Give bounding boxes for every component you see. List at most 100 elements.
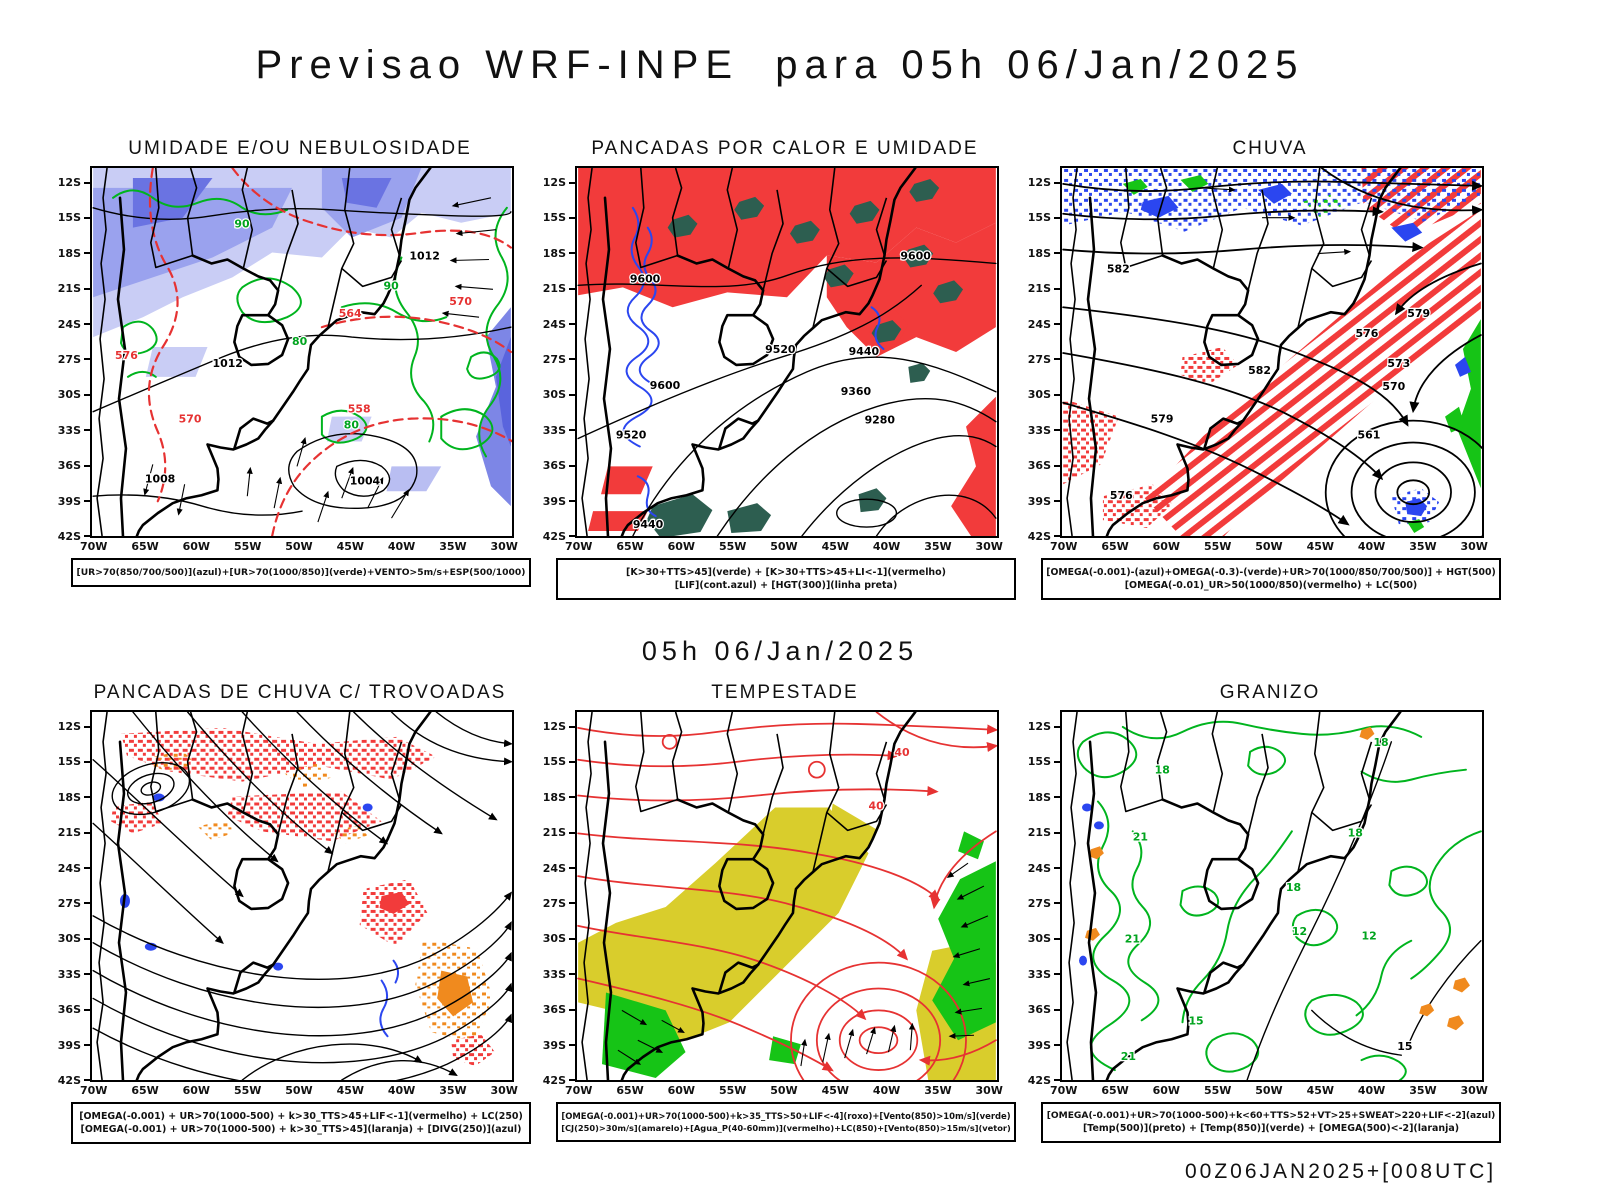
lat-tick-label: 15S (1026, 211, 1062, 224)
page-title: Previsao WRF-INPE para 05h 06/Jan/2025 (255, 42, 1305, 87)
lon-tick-label: 50W (770, 540, 798, 553)
lon-tick-label: 35W (439, 1084, 467, 1097)
lat-axis: 12S 15S 18S 21S 24S 27S 30S 33S 36S 39S 42S (1026, 176, 1062, 543)
panel-title: PANCADAS POR CALOR E UMIDADE (591, 138, 979, 159)
lon-tick-label: 65W (1101, 540, 1129, 553)
contour-label: 80 (344, 419, 360, 432)
contour-label: 18 (1286, 881, 1301, 894)
contour-label: 9280 (865, 414, 896, 427)
panel-tempestade: TEMPESTADE (530, 682, 1016, 1142)
lon-tick-label: 40W (387, 540, 416, 553)
caption-box: [OMEGA(-0.001)+UR>70(1000-500)+k>35_TTS>… (556, 1102, 1016, 1142)
lon-tick-label: 70W (80, 1084, 108, 1097)
lon-tick-label: 55W (233, 1084, 262, 1097)
lon-tick-label: 45W (821, 540, 850, 553)
lon-tick-label: 60W (1152, 540, 1181, 553)
lon-tick-label: 40W (872, 540, 901, 553)
lat-tick-label: 33S (56, 968, 92, 981)
lat-tick-label: 33S (56, 424, 92, 437)
lon-tick-label: 50W (1255, 1084, 1283, 1097)
contour-label: 40 (869, 799, 885, 812)
lat-tick-label: 36S (56, 1003, 92, 1016)
contour-label: 9520 (765, 343, 796, 356)
contour-label: 9360 (841, 385, 872, 398)
lat-tick-label: 21S (56, 826, 92, 839)
convective-red-areas (578, 168, 996, 536)
lat-tick-label: 24S (56, 318, 92, 331)
lat-tick-label: 39S (1026, 495, 1062, 508)
lon-tick-label: 60W (1152, 1084, 1181, 1097)
lat-tick-label: 36S (541, 459, 577, 472)
lat-tick-label: 39S (541, 1039, 577, 1052)
map-art-umidade: 1012 1012 1008 1004 90 80 90 80 576 570 … (92, 168, 512, 536)
lat-tick-label: 12S (541, 720, 577, 733)
contour-label: 18 (1155, 764, 1170, 777)
caption-line: [Temp(500)](preto) + [Temp(850)](verde) … (1082, 1123, 1460, 1134)
lon-tick-label: 70W (1050, 1084, 1078, 1097)
caption-line: [OMEGA(-0.001)-(azul)+OMEGA(-0.3)-(verde… (1046, 567, 1496, 578)
contour-label: 576 (1356, 327, 1379, 340)
lat-tick-label: 24S (541, 862, 577, 875)
contour-label: 1004 (350, 474, 381, 487)
lat-tick-label: 12S (56, 720, 92, 733)
contour-label: 12 (1292, 925, 1307, 938)
lat-tick-label: 36S (56, 459, 92, 472)
lat-tick-label: 27S (541, 353, 577, 366)
lat-tick-label: 21S (1026, 282, 1062, 295)
lat-tick-label: 39S (56, 495, 92, 508)
lat-tick-label: 36S (1026, 1003, 1062, 1016)
lat-tick-label: 12S (1026, 720, 1062, 733)
lon-tick-label: 70W (565, 540, 593, 553)
wind-arrows (143, 197, 497, 523)
panel-trovoadas: PANCADAS DE CHUVA C/ TROVOADAS (45, 682, 531, 1144)
lon-tick-label: 40W (387, 1084, 416, 1097)
lon-tick-label: 65W (616, 540, 644, 553)
lat-tick-label: 42S (56, 530, 92, 543)
lat-tick-label: 33S (541, 424, 577, 437)
lat-tick-label: 12S (1026, 176, 1062, 189)
lat-tick-label: 39S (56, 1039, 92, 1052)
panel-chuva: CHUVA (1015, 138, 1501, 600)
temp500-black-contours (1246, 741, 1482, 1080)
caption-box: [OMEGA(-0.001)-(azul)+OMEGA(-0.3)-(verde… (1041, 558, 1501, 600)
caption-box: [K>30+TTS>45](verde) + [K>30+TTS>45+LI<-… (556, 558, 1016, 600)
lat-tick-label: 27S (1026, 897, 1062, 910)
lon-tick-label: 30W (1460, 540, 1488, 553)
lon-axis: 70W 65W 60W 55W 50W 45W 40W 35W 30W (565, 540, 1003, 553)
contour-label: 12 (1362, 930, 1377, 943)
lat-tick-label: 27S (56, 353, 92, 366)
contour-label: 570 (1382, 380, 1405, 393)
lon-tick-label: 60W (182, 540, 211, 553)
lat-axis: 12S 15S 18S 21S 24S 27S 30S 33S 36S 39S 42S (541, 720, 577, 1087)
caption-line: [OMEGA(-0.001)+UR>70(1000-500)+k<60+TTS>… (1046, 1111, 1496, 1121)
lon-tick-label: 45W (1306, 540, 1335, 553)
lat-tick-label: 33S (1026, 968, 1062, 981)
map-art-granizo: 18 18 18 18 21 21 21 12 12 15 15 (1066, 712, 1482, 1080)
contour-labels: 40 40 (867, 745, 911, 814)
drizzle-blue-green-specks (1063, 168, 1481, 534)
lon-tick-label: 60W (667, 1084, 696, 1097)
lon-tick-label: 70W (80, 540, 108, 553)
lat-tick-label: 21S (541, 282, 577, 295)
lon-tick-label: 45W (1306, 1084, 1335, 1097)
lon-tick-label: 30W (490, 540, 518, 553)
panel-granizo: GRANIZO (1015, 682, 1501, 1143)
map-frame-tempestade: 40 40 12S 15S 18S 21S 24S 27S 30S 33S 36S 39S 42S … (543, 710, 1003, 1097)
lon-tick-label: 60W (182, 1084, 211, 1097)
contour-label: 90 (234, 218, 250, 231)
lon-tick-label: 50W (285, 540, 313, 553)
contour-label: 570 (179, 413, 202, 426)
contour-label: 21 (1125, 933, 1140, 946)
lat-tick-label: 33S (541, 968, 577, 981)
contour-label: 15 (1188, 1014, 1203, 1027)
caption-line: [LIF](cont.azul) + [HGT(300)](linha pret… (674, 580, 898, 591)
lon-tick-label: 35W (439, 540, 467, 553)
lat-tick-label: 15S (541, 211, 577, 224)
lat-tick-label: 18S (56, 791, 92, 804)
lon-tick-label: 50W (285, 1084, 313, 1097)
lat-tick-label: 21S (541, 826, 577, 839)
lat-tick-label: 30S (541, 388, 577, 401)
lon-tick-label: 70W (1050, 540, 1078, 553)
lon-tick-label: 65W (616, 1084, 644, 1097)
lon-tick-label: 65W (131, 1084, 159, 1097)
